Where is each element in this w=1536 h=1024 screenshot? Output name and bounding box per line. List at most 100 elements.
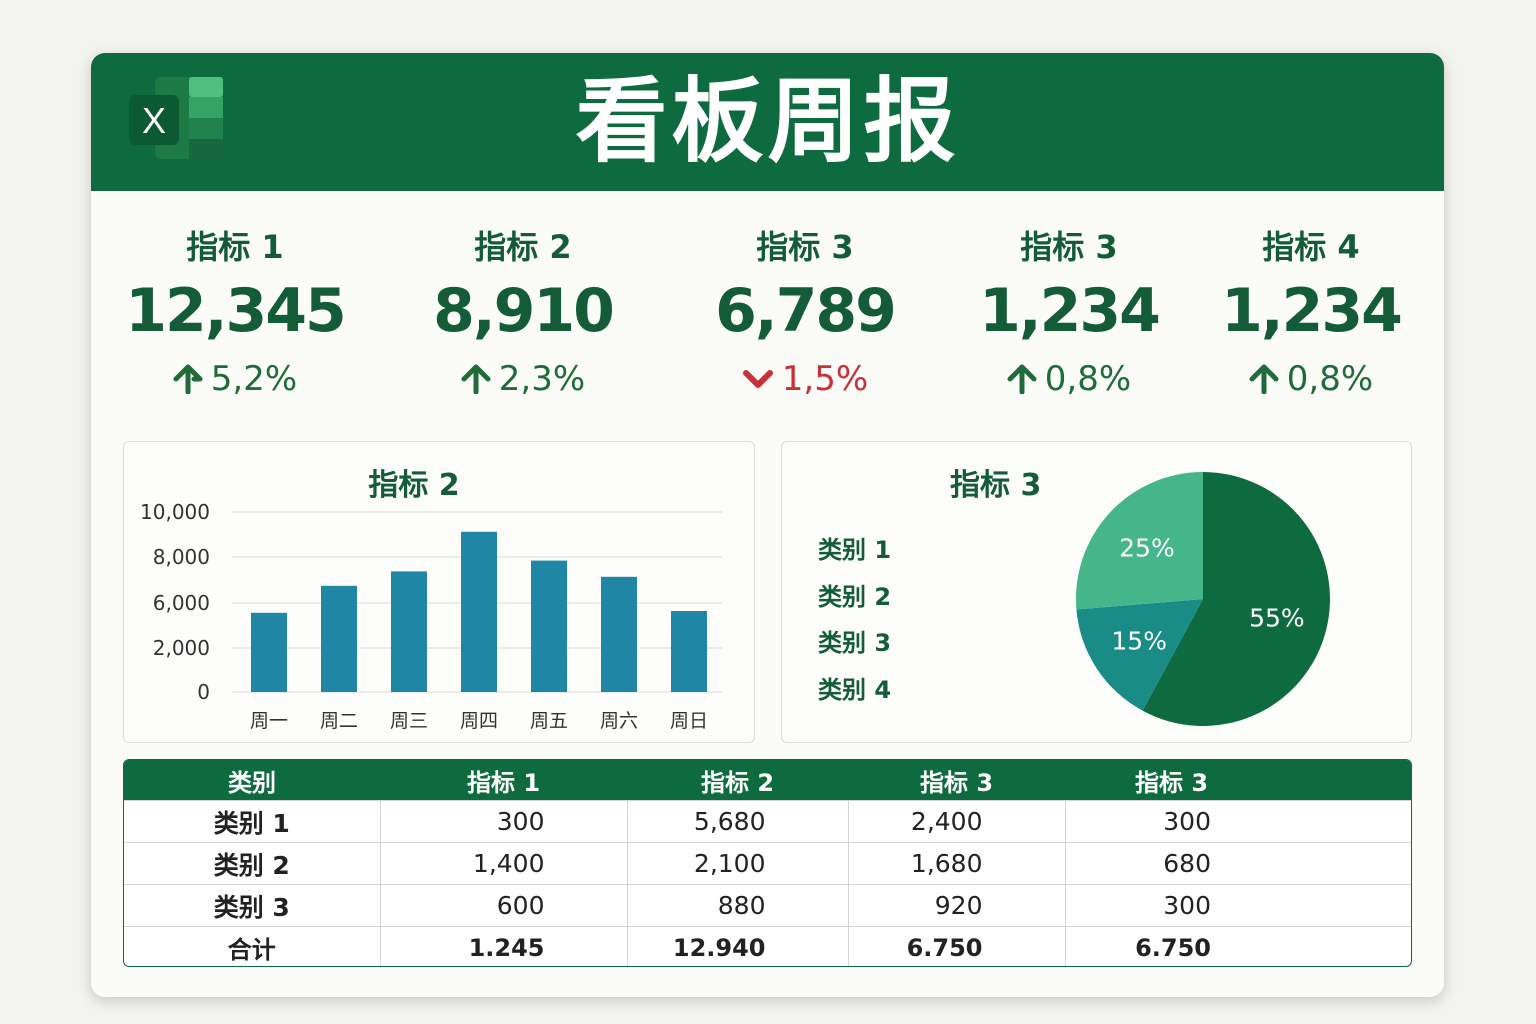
kpi-4: 指标 3 1,234 0,8% — [949, 223, 1189, 407]
legend-item-3: 类别 3 — [818, 629, 892, 657]
arrow-up-icon — [1007, 364, 1037, 394]
table-row: 类别 1 300 5,680 2,400 300 — [124, 800, 1411, 843]
kpi-label: 指标 3 — [1020, 228, 1118, 266]
table-cell: 300 — [1064, 884, 1411, 927]
page-title: 看板周报 — [575, 68, 960, 175]
kpi-value: 1,234 — [1221, 276, 1403, 346]
table-cell: 合计 — [124, 926, 380, 966]
kpi-value: 1,234 — [979, 276, 1161, 346]
table-row: 类别 2 1,400 2,100 1,680 680 — [124, 842, 1411, 885]
pie-chart: 55% 15% 25% — [1076, 472, 1330, 726]
chevron-down-icon — [742, 370, 773, 388]
excel-logo-icon: X — [129, 77, 223, 159]
bar — [461, 531, 497, 692]
kpi-3: 指标 3 6,789 1,5% — [685, 223, 925, 407]
table-cell: 1,680 — [847, 842, 1065, 885]
kpi-change: 1,5% — [685, 351, 925, 407]
dashboard-card: X 看板周报 指标 1 12,345 5,2% 指标 2 8,910 2,3% … — [91, 53, 1444, 997]
legend-item-1: 类别 1 — [818, 536, 892, 564]
kpi-change-value: 1,5% — [781, 359, 869, 399]
bar — [251, 612, 287, 692]
pie-slice-label: 55% — [1249, 604, 1305, 633]
svg-text:X: X — [142, 100, 166, 141]
arrow-up-icon — [173, 364, 203, 394]
bar — [531, 560, 567, 692]
x-tick-label: 周一 — [250, 710, 288, 732]
x-tick-label: 周二 — [320, 710, 358, 732]
legend-item-2: 类别 2 — [818, 583, 892, 611]
bar-chart-title: 指标 2 — [368, 468, 460, 503]
kpi-value: 8,910 — [433, 276, 615, 346]
table-cell: 920 — [847, 884, 1065, 927]
table-cell: 680 — [1064, 842, 1411, 885]
table-cell: 1,400 — [379, 842, 627, 885]
bar-chart: 10,000 8,000 6,000 2,000 0 周一 周二 周三 周四 周五 周六 周日 — [140, 500, 722, 732]
kpi-change: 0,8% — [949, 351, 1189, 407]
pie-slice — [1142, 472, 1330, 726]
kpi-change-value: 5,2% — [210, 359, 298, 399]
kpi-value: 6,789 — [715, 276, 897, 346]
kpi-change-value: 0,8% — [1286, 359, 1374, 399]
bar — [671, 611, 707, 692]
table-cell: 1.245 — [379, 926, 627, 966]
pie-slice-label: 15% — [1111, 627, 1167, 656]
x-tick-label: 周五 — [530, 710, 568, 732]
table-cell: 300 — [1064, 800, 1411, 843]
kpi-label: 指标 2 — [474, 228, 572, 266]
kpi-2: 指标 2 8,910 2,3% — [403, 223, 643, 407]
y-tick-label: 2,000 — [153, 636, 210, 660]
table-header-cell: 指标 1 — [380, 760, 627, 801]
kpi-label: 指标 4 — [1262, 228, 1360, 266]
table-cell: 600 — [379, 884, 627, 927]
arrow-up-icon — [461, 364, 491, 394]
kpi-change-value: 2,3% — [498, 359, 586, 399]
pie-chart-panel: 指标 3 类别 1 类别 2 类别 3 类别 4 55% 15% 25% — [781, 441, 1412, 743]
report-header: X 看板周报 — [91, 53, 1444, 191]
x-tick-label: 周日 — [670, 710, 708, 732]
kpi-change: 0,8% — [1191, 351, 1431, 407]
legend-item-4: 类别 4 — [818, 676, 892, 704]
table-cell: 类别 1 — [124, 800, 380, 843]
table-cell: 880 — [626, 884, 848, 927]
bar-chart-panel: 指标 2 10,000 8,000 6,000 2,000 0 周一 周二 周三 周四 周五 周六 周… — [123, 441, 755, 743]
y-tick-label: 6,000 — [153, 591, 210, 615]
table-cell: 2,400 — [847, 800, 1065, 843]
table-header-cell: 指标 3 — [848, 760, 1065, 801]
x-tick-label: 周四 — [460, 710, 498, 732]
kpi-label: 指标 3 — [756, 228, 854, 266]
y-tick-label: 10,000 — [140, 500, 210, 524]
table-cell: 12.940 — [626, 926, 848, 966]
table-cell: 类别 3 — [124, 884, 380, 927]
bar — [321, 585, 357, 692]
kpi-value: 12,345 — [125, 276, 347, 346]
kpi-5: 指标 4 1,234 0,8% — [1191, 223, 1431, 407]
x-tick-label: 周六 — [600, 710, 638, 732]
table-cell: 5,680 — [626, 800, 848, 843]
table-cell: 2,100 — [626, 842, 848, 885]
table-header-cell: 类别 — [124, 760, 380, 801]
pie-chart-title: 指标 3 — [950, 468, 1042, 503]
kpi-change: 2,3% — [403, 351, 643, 407]
bar — [391, 571, 427, 692]
kpi-1: 指标 1 12,345 5,2% — [115, 223, 355, 407]
bar — [601, 576, 637, 692]
y-tick-label: 8,000 — [153, 545, 210, 569]
x-tick-label: 周三 — [390, 710, 428, 732]
y-tick-label: 0 — [197, 680, 210, 704]
table-row: 类别 3 600 880 920 300 — [124, 884, 1411, 927]
table-header-row: 类别 指标 1 指标 2 指标 3 指标 3 — [124, 760, 1411, 801]
arrow-up-icon — [1249, 364, 1279, 394]
table-cell: 6.750 — [847, 926, 1065, 966]
table-header-cell: 指标 3 — [1065, 760, 1411, 801]
kpi-change-value: 0,8% — [1044, 359, 1132, 399]
table-cell: 类别 2 — [124, 842, 380, 885]
kpi-change: 5,2% — [115, 351, 355, 407]
table-cell: 6.750 — [1064, 926, 1411, 966]
pie-slice — [1076, 599, 1203, 711]
pie-slice — [1076, 472, 1203, 610]
table-total-row: 合计 1.245 12.940 6.750 6.750 — [124, 926, 1411, 966]
kpi-label: 指标 1 — [186, 228, 284, 266]
table-header-cell: 指标 2 — [627, 760, 848, 801]
pie-slice-label: 25% — [1119, 533, 1175, 562]
data-table: 类别 指标 1 指标 2 指标 3 指标 3 类别 1 300 5,680 2,… — [123, 759, 1412, 967]
